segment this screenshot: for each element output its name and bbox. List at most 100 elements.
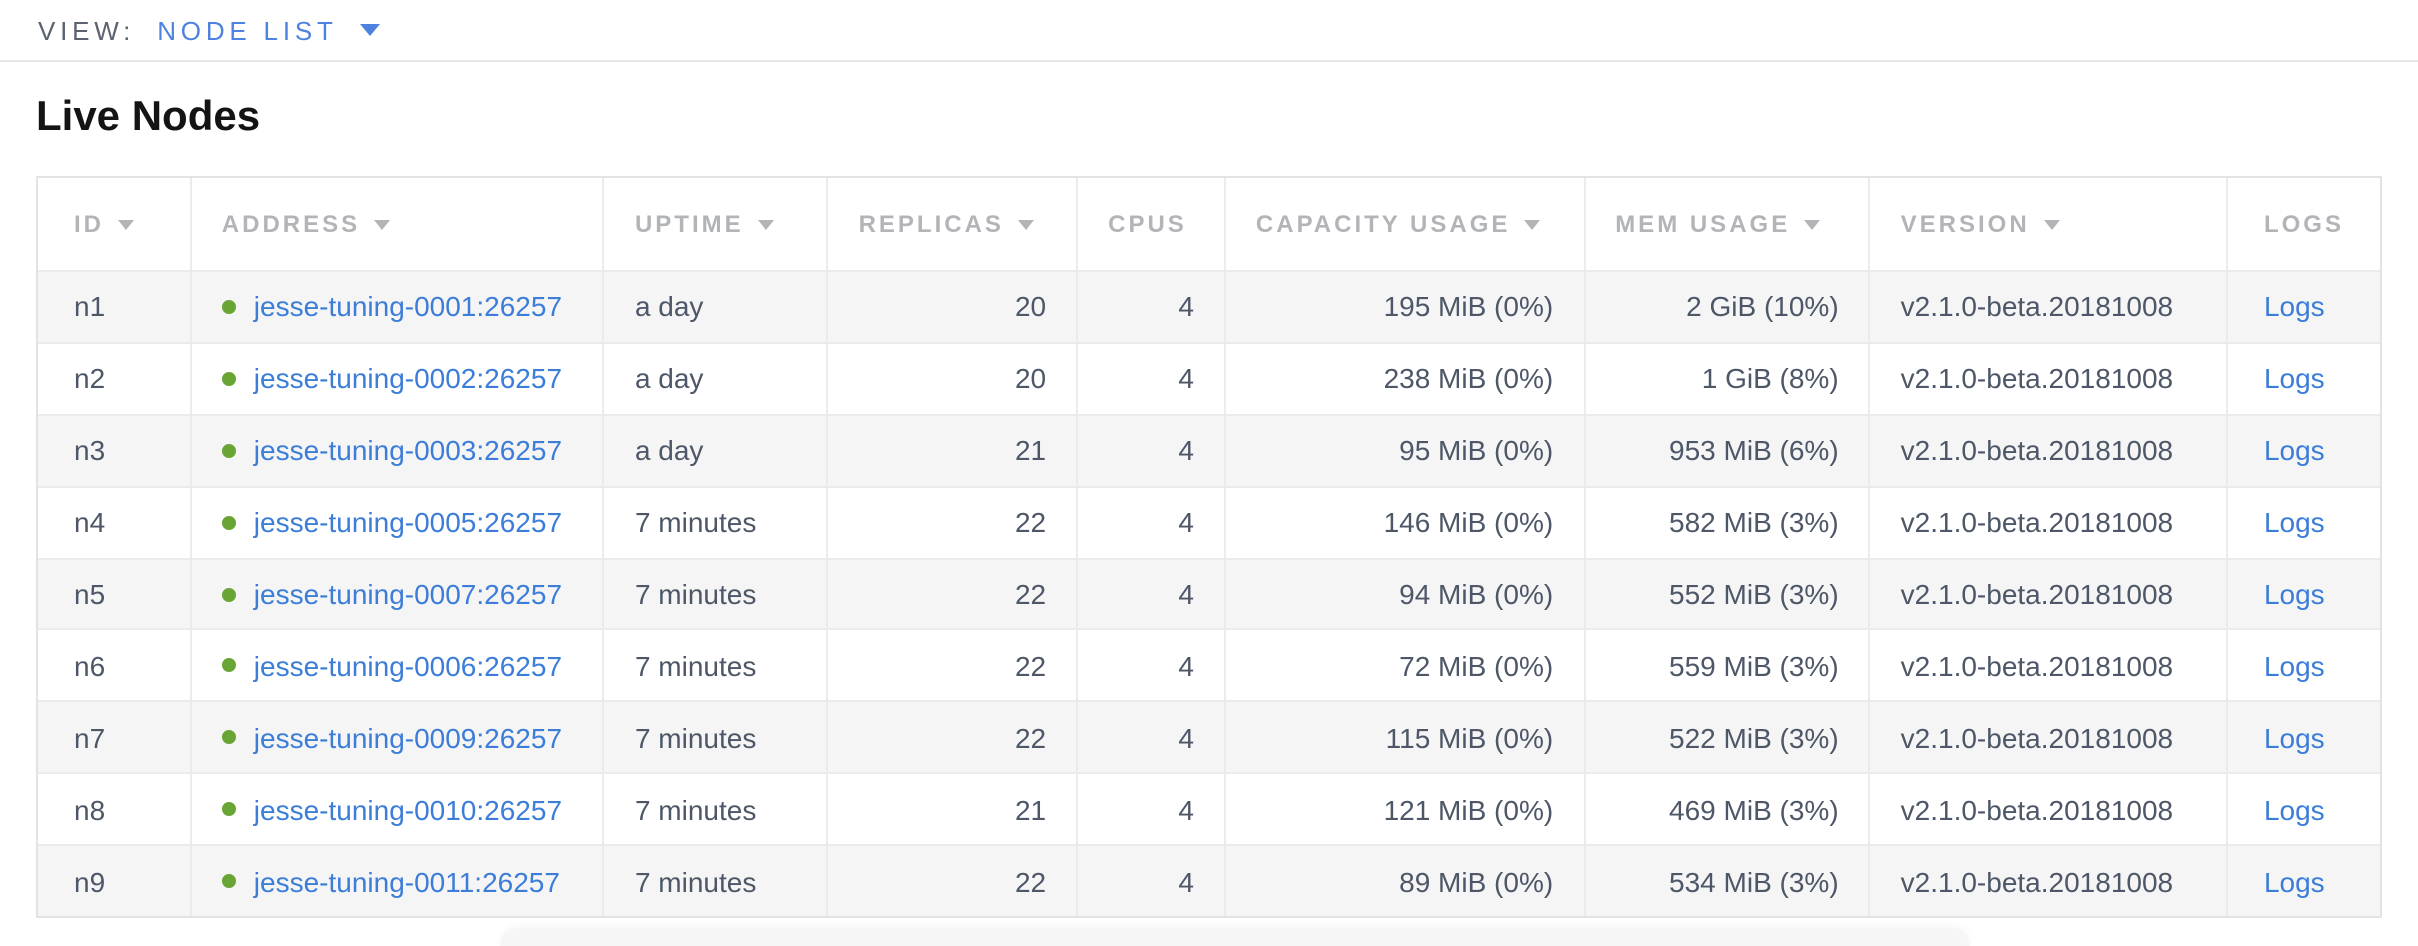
column-header-label: UPTIME	[634, 210, 744, 238]
column-header-label: REPLICAS	[858, 210, 1004, 238]
cell-replicas: 22	[826, 846, 1077, 917]
cell-cpus: 4	[1076, 487, 1224, 558]
cell-replicas: 20	[826, 343, 1077, 414]
live-status-icon	[221, 730, 236, 745]
cell-address: jesse-tuning-0001:26257	[189, 272, 603, 342]
column-header-mem-usage[interactable]: MEM USAGE	[1583, 178, 1868, 270]
live-status-icon	[221, 587, 236, 601]
live-status-icon	[221, 874, 236, 889]
node-address-link[interactable]: jesse-tuning-0005:26257	[253, 506, 563, 539]
live-status-icon	[221, 443, 236, 458]
node-address-link[interactable]: jesse-tuning-0010:26257	[253, 793, 563, 826]
column-header-label: CAPACITY USAGE	[1255, 210, 1511, 238]
column-header-label: ADDRESS	[221, 210, 361, 238]
column-header-label: VERSION	[1900, 210, 2030, 238]
sort-desc-icon	[118, 219, 134, 229]
cell-version: v2.1.0-beta.20181008	[1868, 559, 2226, 629]
cell-address: jesse-tuning-0010:26257	[189, 774, 603, 845]
cell-node-id: n8	[74, 793, 106, 826]
cell-logs: Logs	[2225, 846, 2380, 917]
column-header-cpus: CPUS	[1076, 178, 1224, 270]
node-address-link[interactable]: jesse-tuning-0002:26257	[253, 362, 563, 395]
sort-desc-icon	[374, 219, 391, 229]
cell-address: jesse-tuning-0009:26257	[189, 702, 603, 773]
cell-uptime: 7 minutes	[602, 846, 827, 917]
logs-link[interactable]: Logs	[2263, 506, 2325, 539]
column-header-id[interactable]: ID	[38, 178, 190, 270]
cell-version: v2.1.0-beta.20181008	[1868, 487, 2226, 558]
cell-address: jesse-tuning-0006:26257	[189, 630, 603, 701]
cell-capacity-usage: 121 MiB (0%)	[1223, 774, 1583, 845]
cell-version: v2.1.0-beta.20181008	[1868, 630, 2226, 701]
column-header-version[interactable]: VERSION	[1868, 178, 2226, 270]
node-address-link[interactable]: jesse-tuning-0001:26257	[253, 290, 563, 323]
live-status-icon	[221, 299, 236, 314]
cell-logs: Logs	[2225, 702, 2380, 773]
cell-mem-usage: 469 MiB (3%)	[1583, 774, 1868, 845]
logs-link[interactable]: Logs	[2263, 793, 2325, 826]
live-nodes-table: ID ADDRESS UPTIME REPLICAS CPUS CAPACITY…	[36, 176, 2382, 919]
cell-uptime: 7 minutes	[602, 559, 827, 629]
cell-uptime: a day	[602, 343, 827, 414]
cell-uptime: a day	[602, 272, 827, 342]
cell-node-id: n9	[74, 865, 106, 898]
cell-replicas: 22	[826, 559, 1077, 629]
logs-link[interactable]: Logs	[2263, 434, 2325, 467]
view-dropdown[interactable]: NODE LIST	[157, 15, 380, 45]
cell-cpus: 4	[1076, 559, 1224, 629]
cell-node-id: n7	[74, 721, 106, 754]
cell-address: jesse-tuning-0003:26257	[189, 415, 603, 486]
column-header-label: CPUS	[1108, 210, 1187, 238]
cell-mem-usage: 953 MiB (6%)	[1583, 415, 1868, 486]
live-status-icon	[221, 371, 236, 386]
cell-node-id: n6	[74, 649, 106, 682]
node-address-link[interactable]: jesse-tuning-0011:26257	[253, 865, 560, 898]
logs-link[interactable]: Logs	[2263, 865, 2325, 898]
cell-replicas: 22	[826, 630, 1077, 701]
table-row: n9 jesse-tuning-0011:26257 7 minutes 22 …	[38, 844, 2380, 917]
node-address-link[interactable]: jesse-tuning-0006:26257	[253, 649, 563, 682]
node-address-link[interactable]: jesse-tuning-0007:26257	[253, 578, 563, 610]
table-row: n8 jesse-tuning-0010:26257 7 minutes 21 …	[38, 772, 2380, 845]
table-row: n2 jesse-tuning-0002:26257 a day 20 4 23…	[38, 341, 2380, 414]
node-address-link[interactable]: jesse-tuning-0009:26257	[253, 721, 563, 754]
cell-mem-usage: 534 MiB (3%)	[1583, 846, 1868, 917]
cell-uptime: a day	[602, 415, 827, 486]
cell-version: v2.1.0-beta.20181008	[1868, 702, 2226, 773]
cell-cpus: 4	[1076, 343, 1224, 414]
column-header-logs: LOGS	[2225, 178, 2380, 270]
cell-capacity-usage: 94 MiB (0%)	[1223, 559, 1583, 629]
logs-link[interactable]: Logs	[2263, 578, 2325, 610]
cell-replicas: 21	[826, 774, 1077, 845]
logs-link[interactable]: Logs	[2263, 290, 2325, 323]
cell-address: jesse-tuning-0002:26257	[189, 343, 603, 414]
cell-cpus: 4	[1076, 702, 1224, 773]
sort-desc-icon	[1524, 219, 1541, 229]
table-row: n5 jesse-tuning-0007:26257 7 minutes 22 …	[38, 557, 2380, 629]
cell-capacity-usage: 195 MiB (0%)	[1223, 272, 1583, 342]
column-header-capacity-usage[interactable]: CAPACITY USAGE	[1223, 178, 1583, 270]
logs-link[interactable]: Logs	[2263, 649, 2325, 682]
cell-address: jesse-tuning-0005:26257	[189, 487, 603, 558]
cell-mem-usage: 522 MiB (3%)	[1583, 702, 1868, 773]
cell-uptime: 7 minutes	[602, 774, 827, 845]
logs-link[interactable]: Logs	[2263, 721, 2325, 754]
sort-desc-icon	[2043, 219, 2060, 229]
cell-capacity-usage: 89 MiB (0%)	[1223, 846, 1583, 917]
column-header-label: ID	[74, 210, 104, 238]
cell-capacity-usage: 146 MiB (0%)	[1223, 487, 1583, 558]
cell-mem-usage: 559 MiB (3%)	[1583, 630, 1868, 701]
next-section-card-edge	[500, 928, 1970, 946]
column-header-replicas[interactable]: REPLICAS	[826, 178, 1077, 270]
logs-link[interactable]: Logs	[2263, 362, 2325, 395]
cell-logs: Logs	[2225, 343, 2380, 414]
cell-uptime: 7 minutes	[602, 630, 827, 701]
node-address-link[interactable]: jesse-tuning-0003:26257	[253, 434, 563, 467]
cell-mem-usage: 552 MiB (3%)	[1583, 559, 1868, 629]
cell-logs: Logs	[2225, 630, 2380, 701]
cell-version: v2.1.0-beta.20181008	[1868, 272, 2226, 342]
cell-logs: Logs	[2225, 272, 2380, 342]
column-header-uptime[interactable]: UPTIME	[602, 178, 827, 270]
column-header-address[interactable]: ADDRESS	[189, 178, 603, 270]
